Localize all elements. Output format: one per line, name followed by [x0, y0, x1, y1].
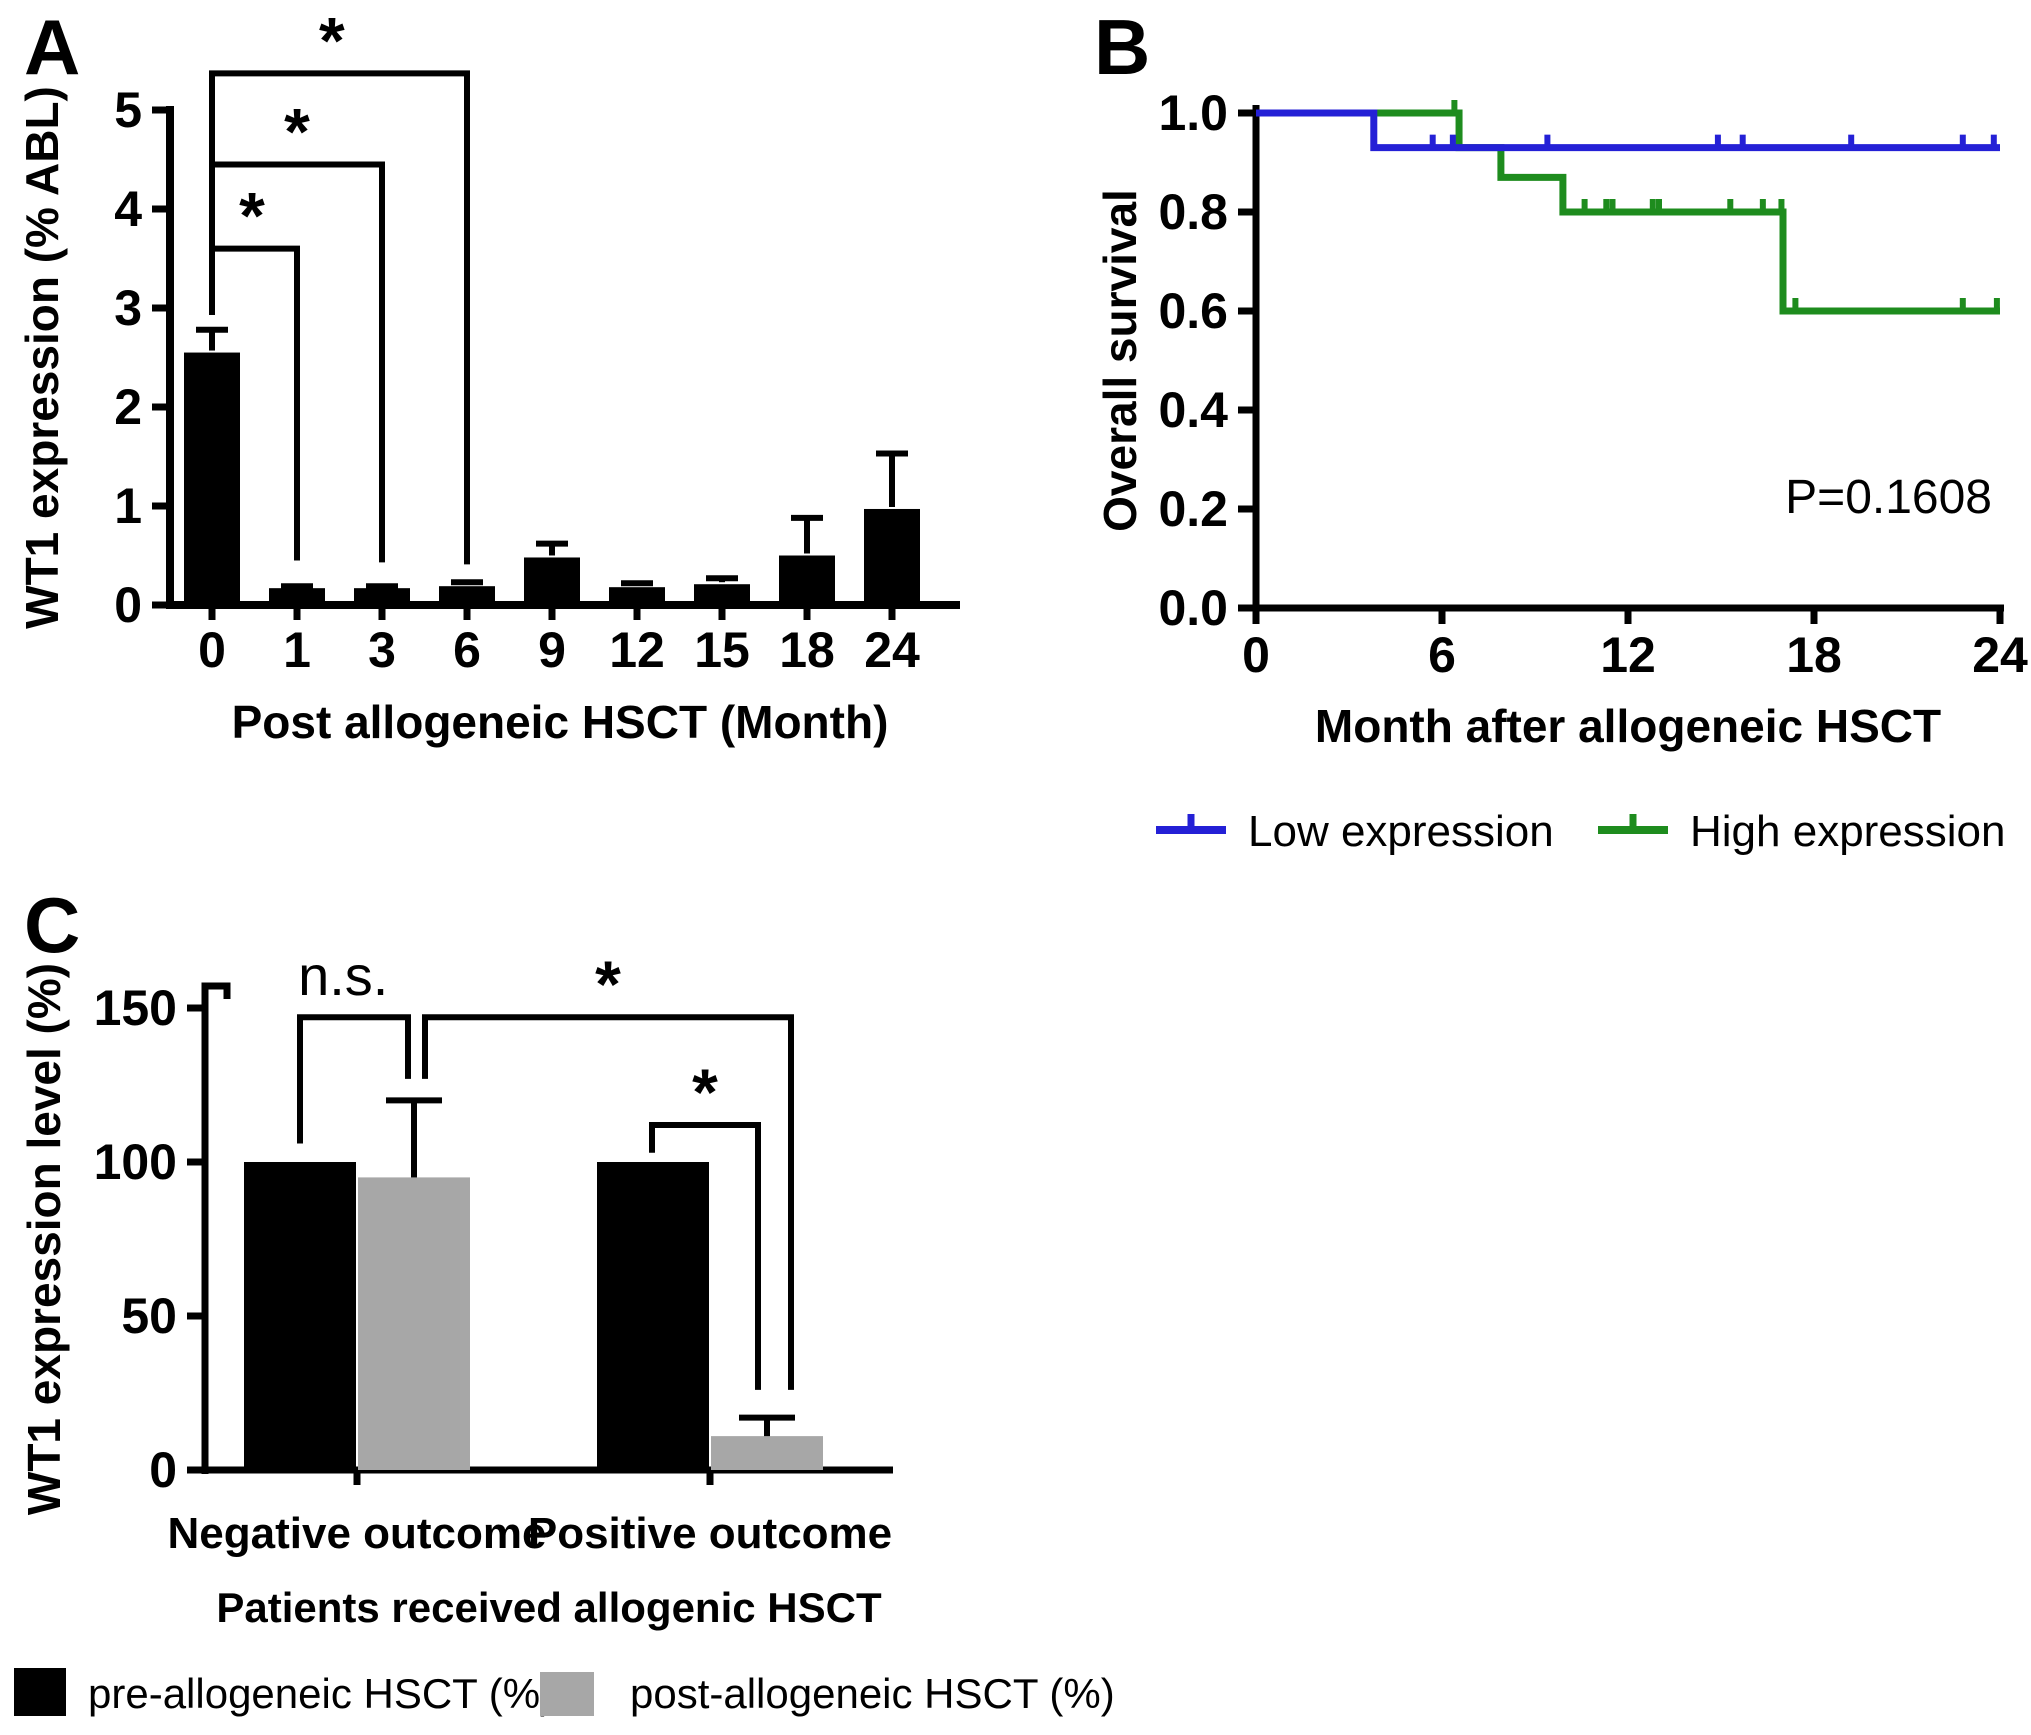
panel-c-y-axis-title: WT1 expression level (%): [18, 963, 70, 1515]
panel-b-x-tick-label: 0: [1242, 627, 1270, 683]
panel-c-significance-star: *: [595, 947, 621, 1021]
panel-a-x-tick-label: 9: [538, 622, 566, 678]
panel-c-y-tick-label: 100: [94, 1134, 177, 1190]
panel-a-bar-month-9: [524, 557, 580, 605]
panel-c-bar-group1-post: [711, 1436, 823, 1470]
panel-c-significance-star: *: [692, 1055, 718, 1129]
panel-a-bar-month-1: [269, 588, 325, 605]
panel-c-y-tick-label: 0: [149, 1442, 177, 1498]
km-curve-low-expression: [1256, 109, 2000, 152]
panel-c-letter: C: [24, 881, 80, 969]
panel-b-y-tick-label: 0.6: [1158, 283, 1228, 339]
panel-b-y-tick-label: 0.8: [1158, 184, 1228, 240]
panel-b-x-tick-label: 6: [1428, 627, 1456, 683]
panel-c-x-axis-title: Patients received allogenic HSCT: [216, 1584, 882, 1631]
panel-a-y-tick-label: 4: [114, 181, 142, 237]
panel-c-ns-label: n.s.: [298, 944, 388, 1007]
panel-c-significance-bracket-1: [422, 1014, 794, 1390]
panel-c-category-label: Negative outcome: [168, 1509, 547, 1558]
panel-c-category-label: Positive outcome: [528, 1509, 892, 1558]
figure-bottom-legend: pre-allogeneic HSCT (%) post-allogeneic H…: [14, 1668, 1115, 1717]
panel-a-x-tick-label: 15: [694, 622, 750, 678]
panel-a-letter: A: [24, 3, 80, 91]
panel-a-significance-star: *: [319, 3, 345, 77]
panel-a-x-tick-label: 6: [453, 622, 481, 678]
panel-a-bar-month-24: [864, 508, 920, 605]
panel-c-bar-group0-pre: [244, 1162, 356, 1470]
legend-label-pre-allogeneic: pre-allogeneic HSCT (%): [88, 1670, 554, 1717]
panel-a-significance-star: *: [239, 179, 265, 253]
panel-a-y-tick-label: 1: [114, 478, 142, 534]
panel-c-y-axis: [201, 982, 231, 1474]
panel-a-bar-month-0: [184, 352, 240, 605]
panel-b-y-axis-title: Overall survival: [1094, 189, 1146, 532]
panel-a-x-axis-title: Post allogeneic HSCT (Month): [232, 696, 889, 748]
panel-b-y-tick-label: 0.0: [1158, 580, 1228, 636]
panel-b-y-tick-label: 0.2: [1158, 481, 1228, 537]
panel-a-x-tick-label: 24: [864, 622, 920, 678]
panel-a-x-tick-label: 1: [283, 622, 311, 678]
panel-b-x-axis-title: Month after allogeneic HSCT: [1315, 700, 1941, 752]
panel-a-significance-bracket-2: [209, 70, 470, 565]
legend-label-low-expression: Low expression: [1248, 807, 1554, 856]
panel-a-bar-month-12: [609, 587, 665, 605]
panel-b-y-tick-label: 1.0: [1158, 85, 1228, 141]
legend-label-post-allogeneic: post-allogeneic HSCT (%): [630, 1670, 1115, 1717]
panel-a-x-tick-label: 12: [609, 622, 665, 678]
panel-a-bar-month-3: [354, 588, 410, 605]
panel-b-x-tick-label: 12: [1600, 627, 1656, 683]
panel-a-bar-month-15: [694, 584, 750, 605]
panel-c-y-tick-label: 150: [94, 980, 177, 1036]
legend-swatch-pre-allogeneic: [14, 1668, 66, 1716]
panel-a-y-tick-label: 3: [114, 280, 142, 336]
legend-swatch-post-allogeneic: [540, 1672, 594, 1716]
panel-a-y-tick-label: 0: [114, 577, 142, 633]
panel-a-x-tick-label: 0: [198, 622, 226, 678]
panel-b-letter: B: [1094, 3, 1150, 91]
panel-a-y-tick-label: 2: [114, 379, 142, 435]
panel-c-y-tick-label: 50: [121, 1288, 177, 1344]
panel-c-bar-group0-post: [358, 1177, 470, 1470]
panel-b-pvalue-annotation: P=0.1608: [1785, 471, 1992, 524]
panel-b-x-tick-label: 18: [1786, 627, 1842, 683]
panel-c-significance-bracket-0: [297, 1014, 411, 1144]
panel-c-significance-bracket-2: [649, 1122, 761, 1390]
km-curve-high-expression: [1256, 109, 2000, 315]
panel-a-y-axis-title: WT1 expression (% ABL): [16, 86, 68, 629]
panel-a-significance-star: *: [284, 94, 310, 168]
panel-a-x-tick-label: 18: [779, 622, 835, 678]
panel-a-bar-month-18: [779, 555, 835, 605]
panel-a-bar-month-6: [439, 586, 495, 605]
legend-label-high-expression: High expression: [1690, 807, 2006, 856]
panel-a-x-tick-label: 3: [368, 622, 396, 678]
panel-b-y-tick-label: 0.4: [1158, 382, 1228, 438]
panel-b-x-tick-label: 24: [1972, 627, 2028, 683]
panel-b-legend: Low expression High expression: [1156, 807, 2006, 856]
panel-c-bar-group1-pre: [597, 1162, 709, 1470]
panel-a-y-tick-label: 5: [114, 82, 142, 138]
